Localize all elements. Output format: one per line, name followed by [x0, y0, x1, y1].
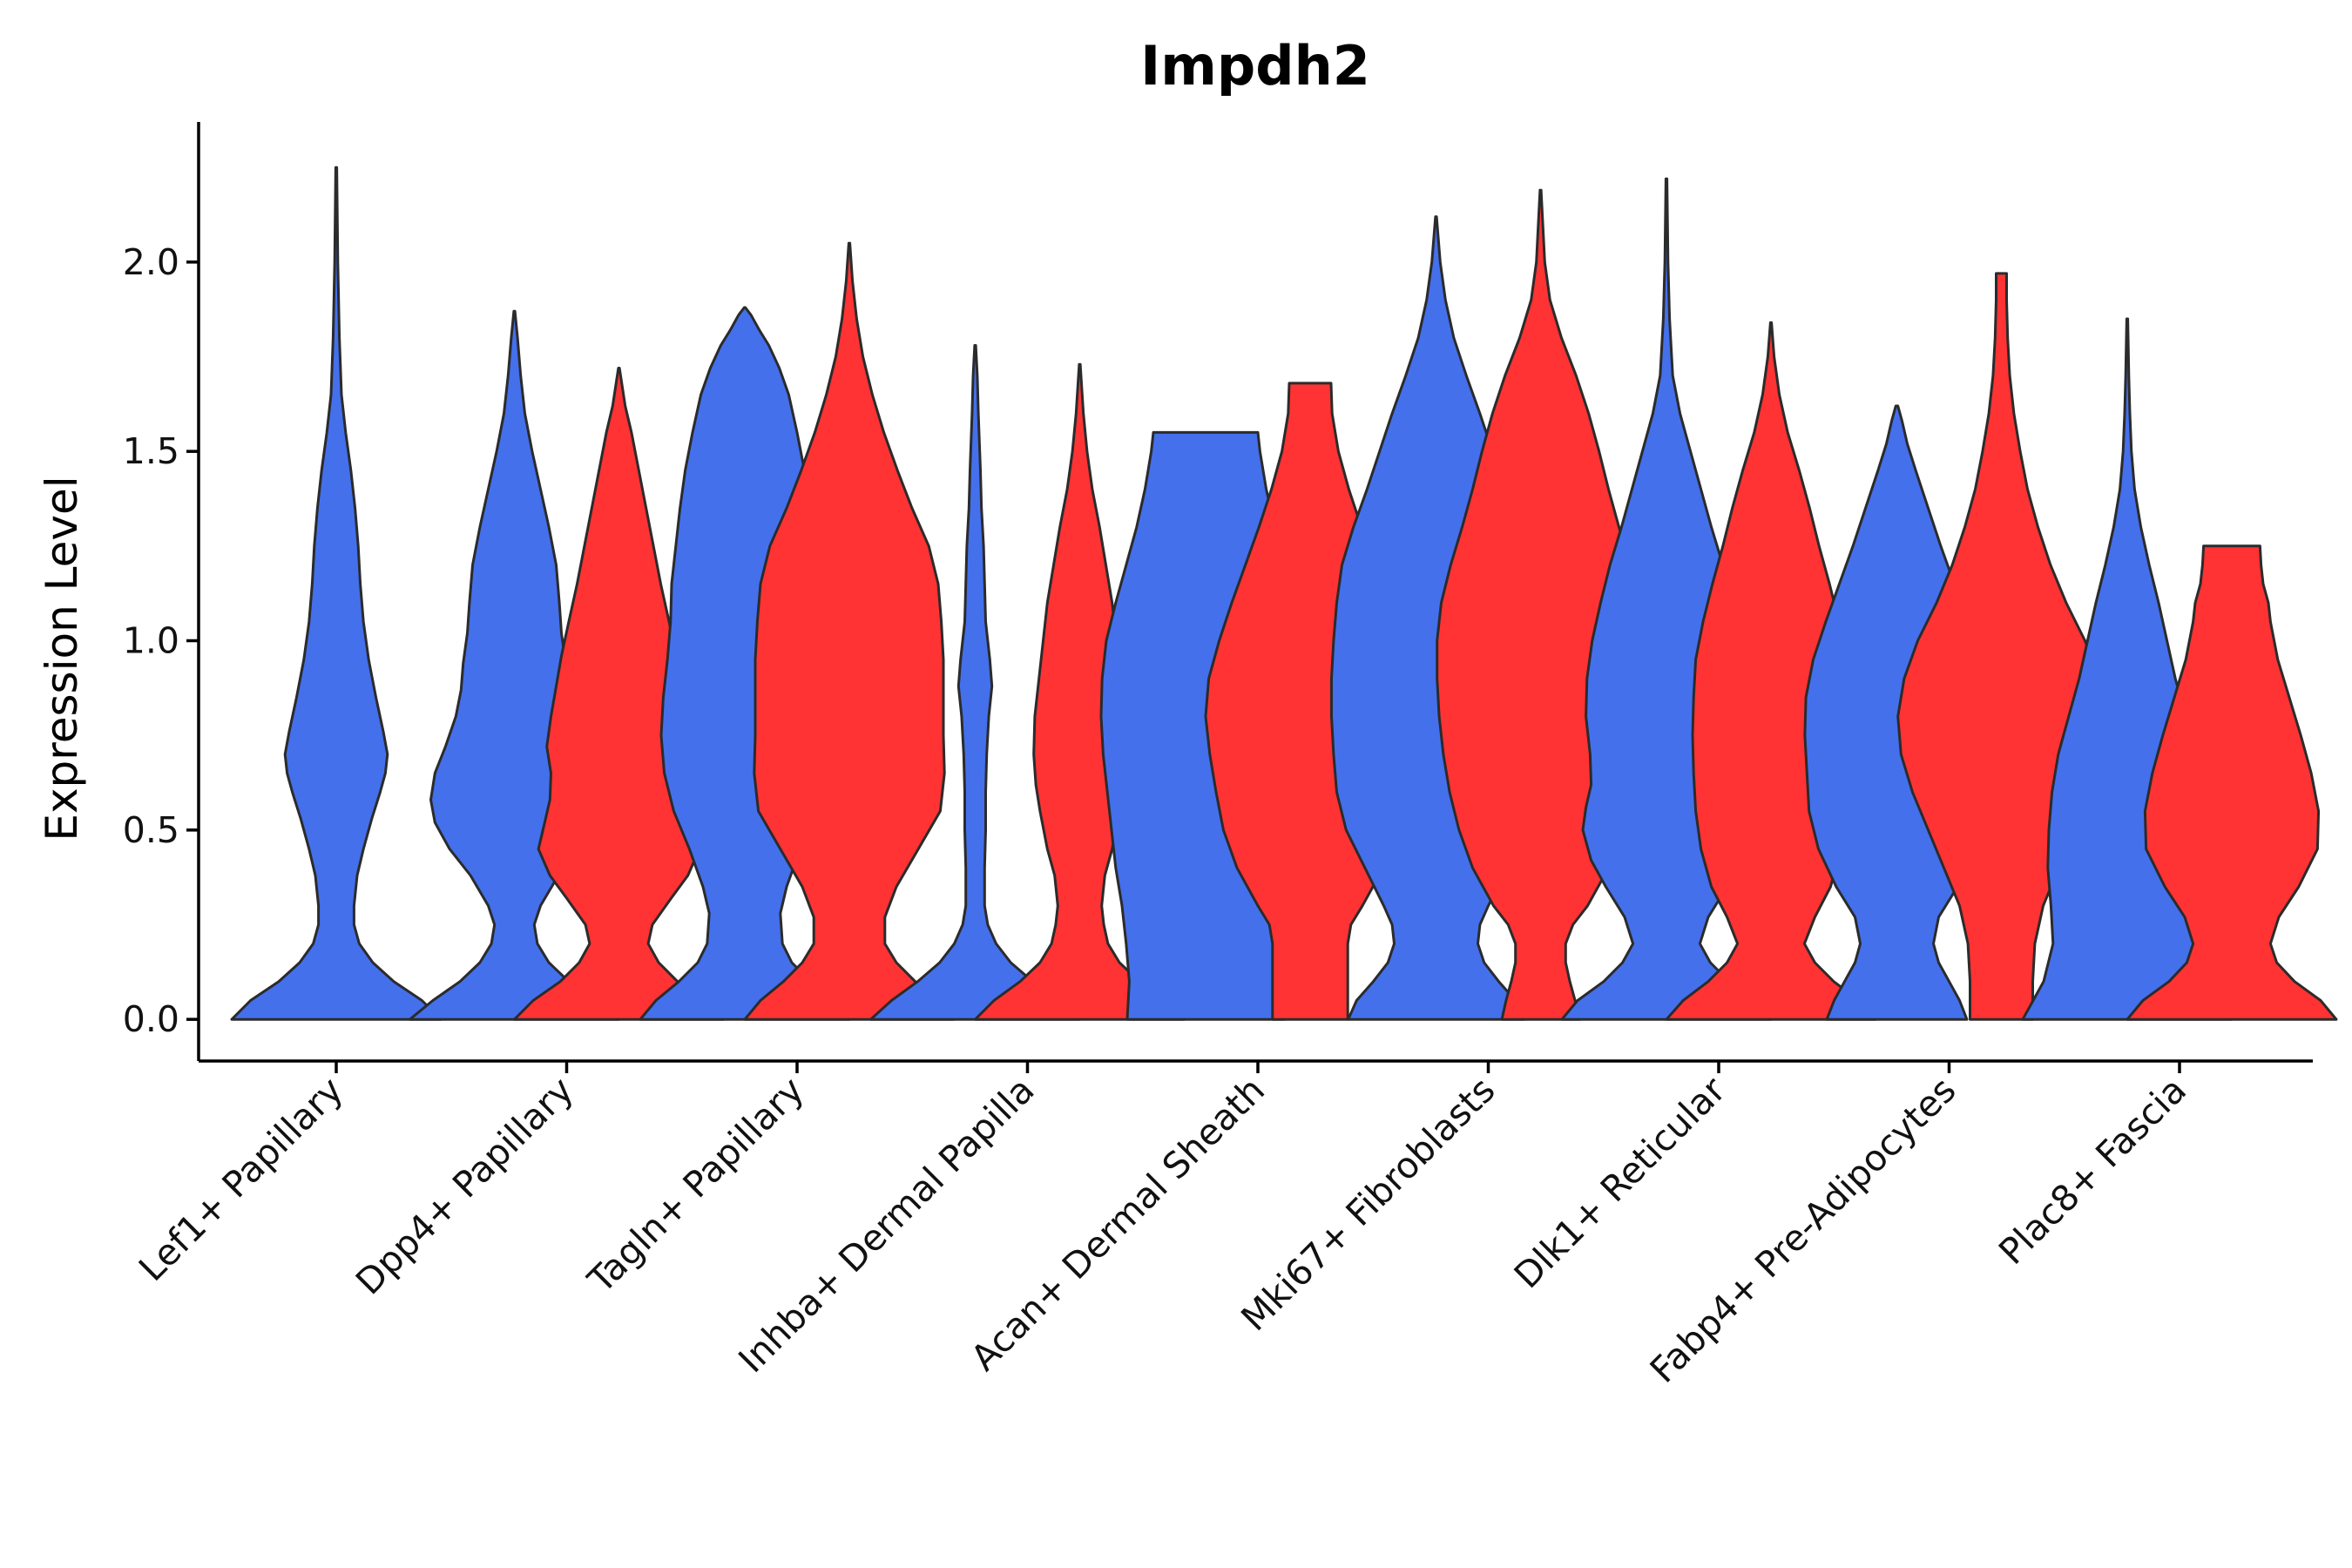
y-ticks: 0.0 0.5 1.0 1.5 2.0 — [123, 241, 199, 1040]
violin-inhba-dermal-papilla-group-1 — [869, 344, 1081, 1021]
y-tick-label: 0.0 — [123, 998, 179, 1040]
y-tick-label: 1.0 — [123, 620, 179, 662]
y-tick-label: 0.5 — [123, 809, 179, 851]
y-axis-label: Expression Level — [37, 476, 87, 841]
violin-tagln-papillary-group-2 — [743, 241, 956, 1021]
y-tick-label: 1.5 — [123, 430, 179, 472]
x-tick-label-mki67-fibroblasts: Mki67+ Fibroblasts — [1233, 1069, 1504, 1339]
x-tick-label-dpp4-papillary: Dpp4+ Papillary — [348, 1069, 581, 1302]
x-tick-label-lef1-papillary: Lef1+ Papillary — [131, 1069, 351, 1289]
y-tick-label: 2.0 — [123, 241, 179, 283]
chart-title: Impdh2 — [1140, 34, 1370, 98]
x-tick-label-dlk1-reticular: Dlk1+ Reticular — [1506, 1069, 1734, 1296]
violin-inhba-dermal-papilla-group-2 — [974, 362, 1186, 1021]
violin-plac8-fascia-group-2 — [2126, 544, 2338, 1021]
axes — [197, 122, 2313, 1063]
x-tick-label-tagln-papillary: Tagln+ Papillary — [579, 1069, 812, 1301]
violin-layer — [230, 166, 2338, 1021]
violin-lef1-papillary-group-1 — [230, 166, 443, 1021]
x-tick-label-plac8-fascia: Plac8+ Fascia — [1990, 1069, 2194, 1273]
